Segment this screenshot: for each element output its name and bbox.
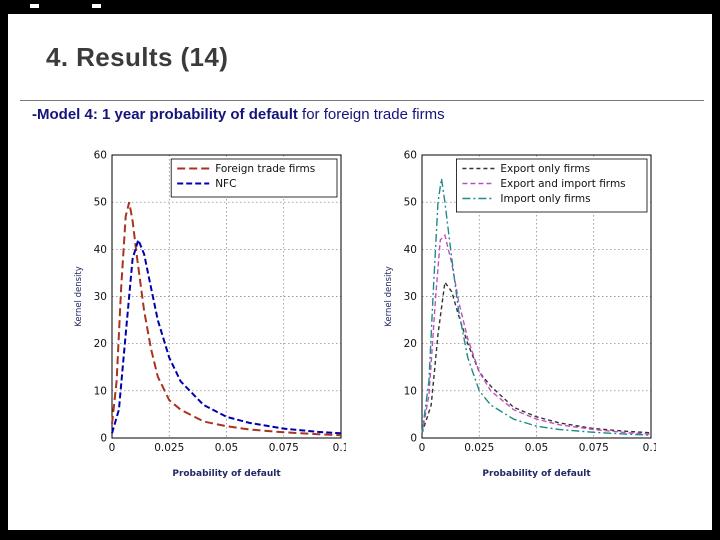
x-tick-label: 0.075 — [269, 442, 299, 454]
x-tick-label: 0.05 — [525, 442, 548, 454]
y-tick-label: 0 — [410, 433, 417, 445]
legend-box — [456, 158, 648, 213]
y-tick-label: 20 — [94, 338, 107, 350]
legend-label: Export only firms — [500, 163, 590, 175]
x-axis-label: Probability of default — [172, 469, 281, 479]
y-tick-label: 60 — [94, 150, 107, 162]
frame-mark — [30, 4, 39, 8]
y-axis-label: Kernel density — [384, 266, 394, 327]
chart-svg: 0 10 20 30 40 50 60 0 0.025 0.05 0.075 0.1 Export on… — [384, 150, 659, 480]
x-tick-label: 0 — [109, 442, 116, 454]
y-tick-label: 50 — [404, 197, 417, 209]
y-tick-label: 30 — [94, 291, 107, 303]
series-line — [421, 233, 652, 435]
series-line — [111, 201, 342, 437]
chart-svg: 0 10 20 30 40 50 60 0 0.025 0.05 0.075 0.1 Foreign t… — [74, 150, 349, 480]
legend-box — [170, 158, 338, 198]
x-tick-label: 0.075 — [579, 442, 609, 454]
x-tick-label: 0.1 — [333, 442, 346, 454]
x-tick-label: 0.025 — [154, 442, 184, 454]
subtitle-rest-text: for foreign trade firms — [297, 106, 445, 123]
slide: 4. Results (14) -Model 4: 1 year probabi… — [7, 13, 713, 531]
slide-title: 4. Results (14) — [46, 42, 229, 72]
y-tick-label: 50 — [94, 197, 107, 209]
x-tick-label: 0.05 — [215, 442, 238, 454]
y-tick-label: 60 — [404, 150, 417, 162]
title-divider — [20, 100, 704, 101]
chart-foreign-trade-vs-nfc: 0 10 20 30 40 50 60 0 0.025 0.05 0.075 0.1 Foreign t… — [70, 150, 349, 482]
slide-subtitle: -Model 4: 1 year probability of default … — [32, 106, 445, 123]
series-line — [421, 280, 652, 434]
y-tick-label: 0 — [100, 433, 107, 445]
y-tick-label: 30 — [404, 291, 417, 303]
legend-label: NFC — [215, 178, 236, 190]
series-line — [421, 178, 652, 436]
x-tick-label: 0.1 — [643, 442, 656, 454]
x-tick-label: 0.025 — [464, 442, 494, 454]
chart-export-import-firms: 0 10 20 30 40 50 60 0 0.025 0.05 0.075 0.1 Export on… — [380, 150, 659, 482]
legend-label: Import only firms — [500, 193, 590, 205]
series-line — [111, 236, 342, 435]
y-tick-label: 10 — [94, 385, 107, 397]
y-tick-label: 40 — [404, 244, 417, 256]
legend-label: Export and import firms — [500, 178, 625, 190]
y-axis-label: Kernel density — [74, 266, 84, 327]
x-axis-label: Probability of default — [482, 469, 591, 479]
plot-frame — [111, 154, 342, 439]
subtitle-model-text: -Model 4: 1 year probability of default — [32, 106, 298, 123]
legend-label: Foreign trade firms — [215, 163, 315, 175]
y-tick-label: 20 — [404, 338, 417, 350]
x-tick-label: 0 — [419, 442, 426, 454]
plot-frame — [421, 154, 652, 439]
y-tick-label: 40 — [94, 244, 107, 256]
y-tick-label: 10 — [404, 385, 417, 397]
frame-mark — [92, 4, 101, 8]
